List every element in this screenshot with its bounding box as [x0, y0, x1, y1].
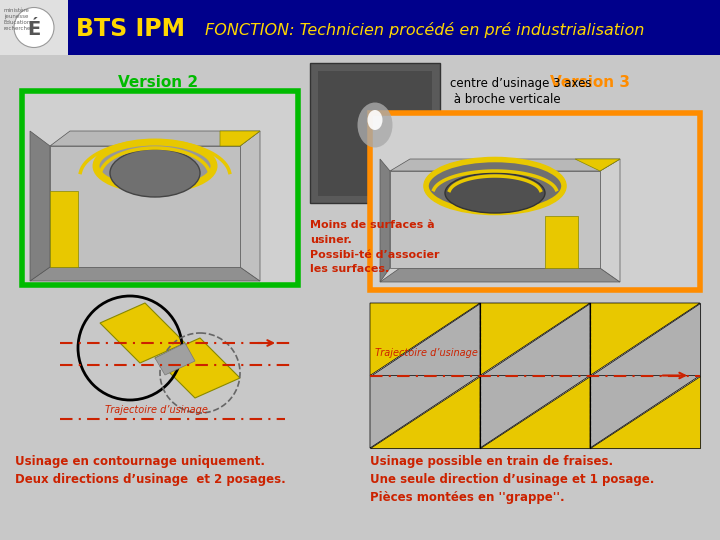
Circle shape [14, 8, 54, 48]
Polygon shape [50, 191, 78, 267]
Polygon shape [100, 303, 185, 363]
Text: BTS IPM: BTS IPM [76, 17, 185, 42]
Ellipse shape [445, 173, 545, 213]
Polygon shape [220, 131, 260, 146]
Polygon shape [380, 268, 620, 282]
Polygon shape [390, 171, 600, 268]
Polygon shape [480, 303, 590, 375]
Polygon shape [30, 267, 260, 281]
Polygon shape [380, 159, 390, 282]
Bar [310, 63, 440, 203]
Text: à broche verticale: à broche verticale [450, 93, 561, 106]
Polygon shape [590, 303, 700, 375]
Polygon shape [370, 303, 480, 375]
Polygon shape [155, 338, 240, 398]
Text: jeunesse: jeunesse [4, 14, 28, 19]
Text: Version 2: Version 2 [118, 75, 198, 90]
Polygon shape [600, 159, 620, 282]
Text: Usinage en contournage uniquement.
Deux directions d’usinage  et 2 posages.: Usinage en contournage uniquement. Deux … [15, 455, 286, 486]
Polygon shape [370, 303, 480, 375]
Text: É: É [27, 20, 40, 39]
Ellipse shape [367, 110, 382, 130]
Bar [318, 71, 432, 196]
Text: Usinage possible en train de fraises.
Une seule direction d’usinage et 1 posage.: Usinage possible en train de fraises. Un… [370, 455, 654, 504]
Polygon shape [155, 343, 195, 375]
Polygon shape [545, 216, 578, 268]
Text: centre d’usinage 3 axes: centre d’usinage 3 axes [450, 77, 592, 90]
Ellipse shape [95, 141, 215, 191]
Text: FONCTION: Technicien procédé en pré industrialisation: FONCTION: Technicien procédé en pré indu… [205, 22, 644, 37]
Polygon shape [575, 159, 620, 171]
Text: Trajectoire d’usinage: Trajectoire d’usinage [105, 405, 208, 415]
Polygon shape [370, 375, 480, 448]
Polygon shape [50, 146, 240, 267]
Polygon shape [480, 375, 590, 448]
Text: Éducation: Éducation [4, 20, 32, 25]
Polygon shape [50, 131, 260, 146]
Ellipse shape [425, 159, 565, 213]
Bar [0, 0, 720, 55]
Ellipse shape [358, 103, 392, 147]
Text: recherche: recherche [4, 26, 32, 31]
Bar [22, 91, 298, 285]
Polygon shape [30, 131, 50, 281]
Polygon shape [590, 375, 700, 448]
Polygon shape [480, 303, 590, 375]
Bar [0, 0, 68, 55]
Polygon shape [590, 303, 700, 375]
Polygon shape [590, 375, 700, 448]
Text: Moins de surfaces à
usiner.
Possibi­té d’associer
les surfaces.: Moins de surfaces à usiner. Possibi­té d… [310, 220, 439, 274]
Ellipse shape [110, 149, 200, 197]
Bar [370, 113, 700, 290]
Polygon shape [480, 375, 590, 448]
Polygon shape [390, 159, 620, 171]
Text: Trajectoire d’usinage: Trajectoire d’usinage [375, 348, 478, 357]
Polygon shape [370, 375, 480, 448]
Text: Version 3: Version 3 [550, 75, 630, 90]
Bar [370, 303, 700, 448]
Polygon shape [240, 131, 260, 281]
Text: ministère: ministère [4, 8, 30, 13]
